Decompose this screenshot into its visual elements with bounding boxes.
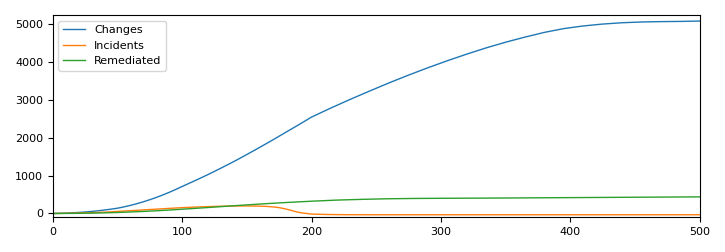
- Remediated: [540, 196, 549, 199]
- Remediated: [592, 196, 600, 199]
- Remediated: [410, 197, 419, 200]
- Incidents: [398, 213, 407, 216]
- Incidents: [294, 211, 303, 214]
- Remediated: [695, 195, 704, 198]
- Incidents: [178, 206, 186, 209]
- Incidents: [255, 205, 264, 208]
- Remediated: [152, 209, 161, 212]
- Remediated: [87, 212, 96, 215]
- Incidents: [204, 205, 212, 208]
- Incidents: [501, 213, 510, 216]
- Remediated: [463, 197, 471, 200]
- Incidents: [333, 213, 341, 216]
- Changes: [146, 198, 154, 201]
- Incidents: [242, 204, 251, 207]
- Changes: [120, 205, 128, 208]
- Line: Incidents: Incidents: [53, 206, 700, 215]
- Incidents: [566, 213, 574, 216]
- Incidents: [230, 205, 239, 208]
- Remediated: [436, 197, 445, 200]
- Incidents: [288, 209, 297, 212]
- Remediated: [566, 196, 574, 199]
- Incidents: [423, 213, 432, 216]
- Remediated: [385, 197, 394, 200]
- Incidents: [152, 208, 161, 211]
- Incidents: [320, 213, 329, 216]
- Line: Remediated: Remediated: [53, 197, 700, 213]
- Changes: [365, 89, 374, 92]
- Line: Changes: Changes: [53, 21, 700, 213]
- Incidents: [100, 211, 109, 214]
- Incidents: [385, 213, 394, 216]
- Changes: [49, 212, 57, 215]
- Remediated: [333, 199, 341, 202]
- Incidents: [268, 205, 277, 208]
- Remediated: [669, 196, 678, 199]
- Remediated: [178, 208, 186, 211]
- Remediated: [75, 212, 83, 215]
- Incidents: [262, 205, 270, 208]
- Incidents: [165, 207, 173, 210]
- Changes: [423, 66, 432, 69]
- Incidents: [191, 206, 199, 209]
- Remediated: [359, 198, 368, 201]
- Incidents: [359, 213, 368, 216]
- Incidents: [62, 212, 70, 215]
- Changes: [676, 20, 684, 23]
- Incidents: [436, 213, 445, 216]
- Remediated: [204, 206, 212, 209]
- Incidents: [301, 212, 310, 215]
- Incidents: [87, 211, 96, 214]
- Remediated: [100, 211, 109, 214]
- Remediated: [230, 204, 239, 207]
- Incidents: [281, 207, 290, 210]
- Incidents: [410, 213, 419, 216]
- Remediated: [62, 212, 70, 215]
- Remediated: [618, 196, 626, 199]
- Incidents: [113, 210, 122, 213]
- Remediated: [165, 208, 173, 211]
- Remediated: [643, 196, 652, 199]
- Incidents: [307, 212, 316, 215]
- Incidents: [631, 213, 639, 216]
- Incidents: [126, 209, 135, 212]
- Incidents: [49, 212, 57, 215]
- Remediated: [514, 196, 523, 199]
- Changes: [695, 20, 704, 23]
- Incidents: [695, 213, 704, 216]
- Changes: [152, 196, 161, 199]
- Remediated: [139, 210, 148, 213]
- Remediated: [255, 203, 264, 206]
- Remediated: [49, 212, 57, 215]
- Remediated: [307, 200, 316, 203]
- Incidents: [75, 211, 83, 214]
- Incidents: [372, 213, 381, 216]
- Incidents: [275, 206, 283, 209]
- Remediated: [113, 211, 122, 214]
- Incidents: [139, 208, 148, 211]
- Remediated: [126, 210, 135, 213]
- Remediated: [281, 201, 290, 204]
- Incidents: [346, 213, 355, 216]
- Incidents: [217, 205, 225, 208]
- Remediated: [488, 197, 497, 200]
- Legend: Changes, Incidents, Remediated: Changes, Incidents, Remediated: [59, 21, 166, 71]
